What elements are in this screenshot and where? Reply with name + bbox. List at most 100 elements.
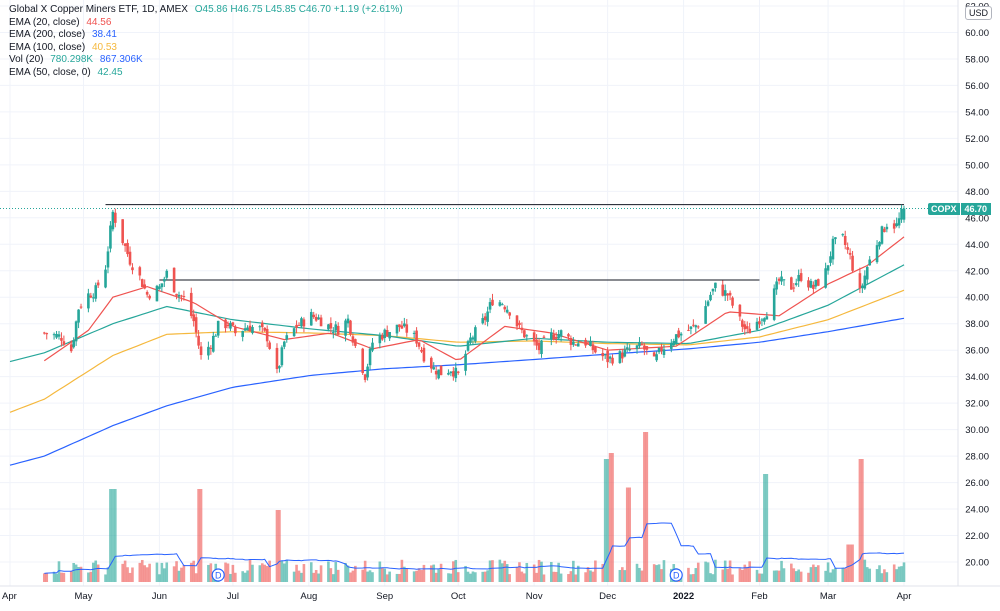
volume-bar [197, 489, 200, 582]
volume-bar [843, 568, 847, 582]
volume-bar [515, 567, 519, 582]
volume-bar [782, 568, 786, 582]
volume-bar [738, 568, 742, 582]
candle-body [383, 329, 387, 338]
candle-body [741, 320, 744, 327]
candle-body [645, 346, 649, 350]
candle-body [363, 374, 367, 380]
volume-bar [518, 562, 521, 582]
price-tag-value: 46.70 [959, 203, 992, 215]
volume-bar [772, 570, 776, 582]
candle-body [231, 322, 235, 326]
candle-body [799, 273, 803, 281]
candle-body [131, 267, 134, 271]
volume-bar [611, 453, 614, 582]
volume-bar [576, 565, 580, 582]
candle-body [572, 341, 575, 345]
candle-body [380, 335, 384, 340]
candle-body [655, 354, 658, 361]
legend-ema100[interactable]: EMA (100, close) 40.53 [9, 42, 403, 55]
candle-body [755, 321, 759, 330]
candle-body [251, 326, 254, 334]
candle-body [491, 299, 494, 306]
legend-ema50[interactable]: EMA (50, close, 0) 42.45 [9, 67, 403, 80]
candle-body [608, 356, 612, 359]
price-tick-label: 60.00 [965, 28, 989, 39]
legend-ema20[interactable]: EMA (20, close) 44.56 [9, 17, 403, 30]
volume-bar [145, 567, 149, 582]
candle-body [809, 280, 813, 288]
volume-bar [319, 565, 323, 582]
price-tick-label: 46.00 [965, 213, 989, 224]
volume-bar [194, 573, 198, 582]
candle-body [552, 334, 556, 340]
price-axis[interactable]: 62.0060.0058.0056.0054.0052.0050.0048.00… [957, 0, 1000, 606]
candle-body [234, 327, 237, 334]
candle-body [145, 291, 149, 295]
volume-bar [378, 561, 382, 582]
candle-body [523, 330, 526, 338]
volume-bar [366, 571, 369, 582]
volume-bar [689, 574, 693, 582]
candle-body [728, 292, 732, 296]
candle-body [635, 345, 639, 350]
time-tick-label: Mar [820, 591, 836, 602]
candle-body [452, 371, 455, 377]
legend-volume[interactable]: Vol (20) 780.298K 867.306K [9, 54, 403, 67]
candle-body [498, 302, 502, 306]
volume-bar [554, 571, 558, 582]
candle-body [57, 334, 61, 337]
volume-bar [314, 569, 318, 582]
volume-bar [574, 574, 578, 582]
volume-bars [42, 432, 906, 582]
volume-bar [569, 571, 573, 582]
candle-body [140, 279, 144, 288]
currency-badge[interactable]: USD [965, 6, 993, 20]
volume-bar [285, 559, 289, 582]
candle-body [792, 287, 796, 289]
volume-bar [488, 560, 492, 582]
legend-ema200[interactable]: EMA (200, close) 38.41 [9, 29, 403, 42]
volume-bar [42, 573, 46, 582]
candle-body [584, 339, 587, 346]
volume-bar [797, 569, 800, 582]
candle-body [349, 320, 352, 335]
price-tag-symbol: COPX [928, 203, 960, 215]
time-axis[interactable]: Apr May Jun Jul Aug Sep Oct Nov Dec 2022 Feb Mar Apr [0, 585, 1000, 606]
volume-bar [302, 564, 306, 582]
candle-body [861, 285, 864, 289]
candle-body [532, 332, 536, 342]
price-tick-label: 48.00 [965, 187, 989, 198]
volume-bar [148, 563, 151, 582]
price-tick-label: 34.00 [965, 372, 989, 383]
volume-bar [692, 574, 695, 582]
price-tick-label: 54.00 [965, 107, 989, 118]
volume-bar [412, 571, 416, 582]
legend-ohlc: O45.86 H46.75 L45.85 C46.70 +1.19 (+2.61… [194, 4, 403, 15]
candle-body [241, 331, 244, 337]
candle-body [763, 318, 766, 322]
candle-body [87, 293, 90, 309]
candle-body [549, 332, 553, 340]
volume-bar [726, 568, 729, 582]
candle-body [829, 256, 832, 263]
candle-body [834, 237, 837, 240]
volume-bar [635, 563, 639, 582]
candle-body [398, 324, 401, 328]
candle-body [197, 335, 200, 346]
volume-bar [91, 562, 95, 582]
volume-bar [508, 574, 511, 582]
volume-bar [96, 564, 100, 582]
candle-body [652, 352, 656, 357]
volume-bar [336, 569, 340, 582]
volume-bar [848, 544, 852, 582]
candle-body [128, 251, 132, 265]
candle-body [361, 348, 365, 374]
candle-body [346, 318, 350, 324]
candle-body [439, 365, 443, 376]
volume-bar [268, 560, 271, 582]
candle-body [687, 329, 690, 331]
candle-body [111, 211, 115, 230]
